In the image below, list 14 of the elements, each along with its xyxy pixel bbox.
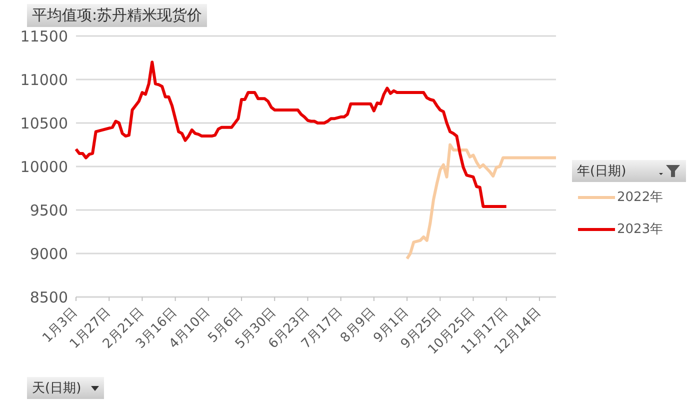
legend-label: 2023年 bbox=[617, 221, 664, 238]
line-series bbox=[406, 143, 558, 260]
y-tick-label: 10500 bbox=[20, 114, 68, 132]
y-tick-label: 11500 bbox=[20, 27, 68, 46]
y-tick-label: 9000 bbox=[30, 244, 68, 263]
y-tick-label: 9500 bbox=[30, 201, 68, 220]
legend-label: 2022年 bbox=[617, 189, 664, 206]
y-tick-label: 10000 bbox=[20, 158, 68, 176]
y-tick-label: 8500 bbox=[30, 288, 68, 306]
y-tick-label: 11000 bbox=[20, 70, 68, 89]
chart-title: 平均值项:苏丹精米现货价 bbox=[27, 4, 208, 27]
legend-title: 年(日期) bbox=[577, 163, 626, 180]
line-series bbox=[74, 60, 508, 208]
x-axis-title: 天(日期) bbox=[32, 380, 82, 397]
